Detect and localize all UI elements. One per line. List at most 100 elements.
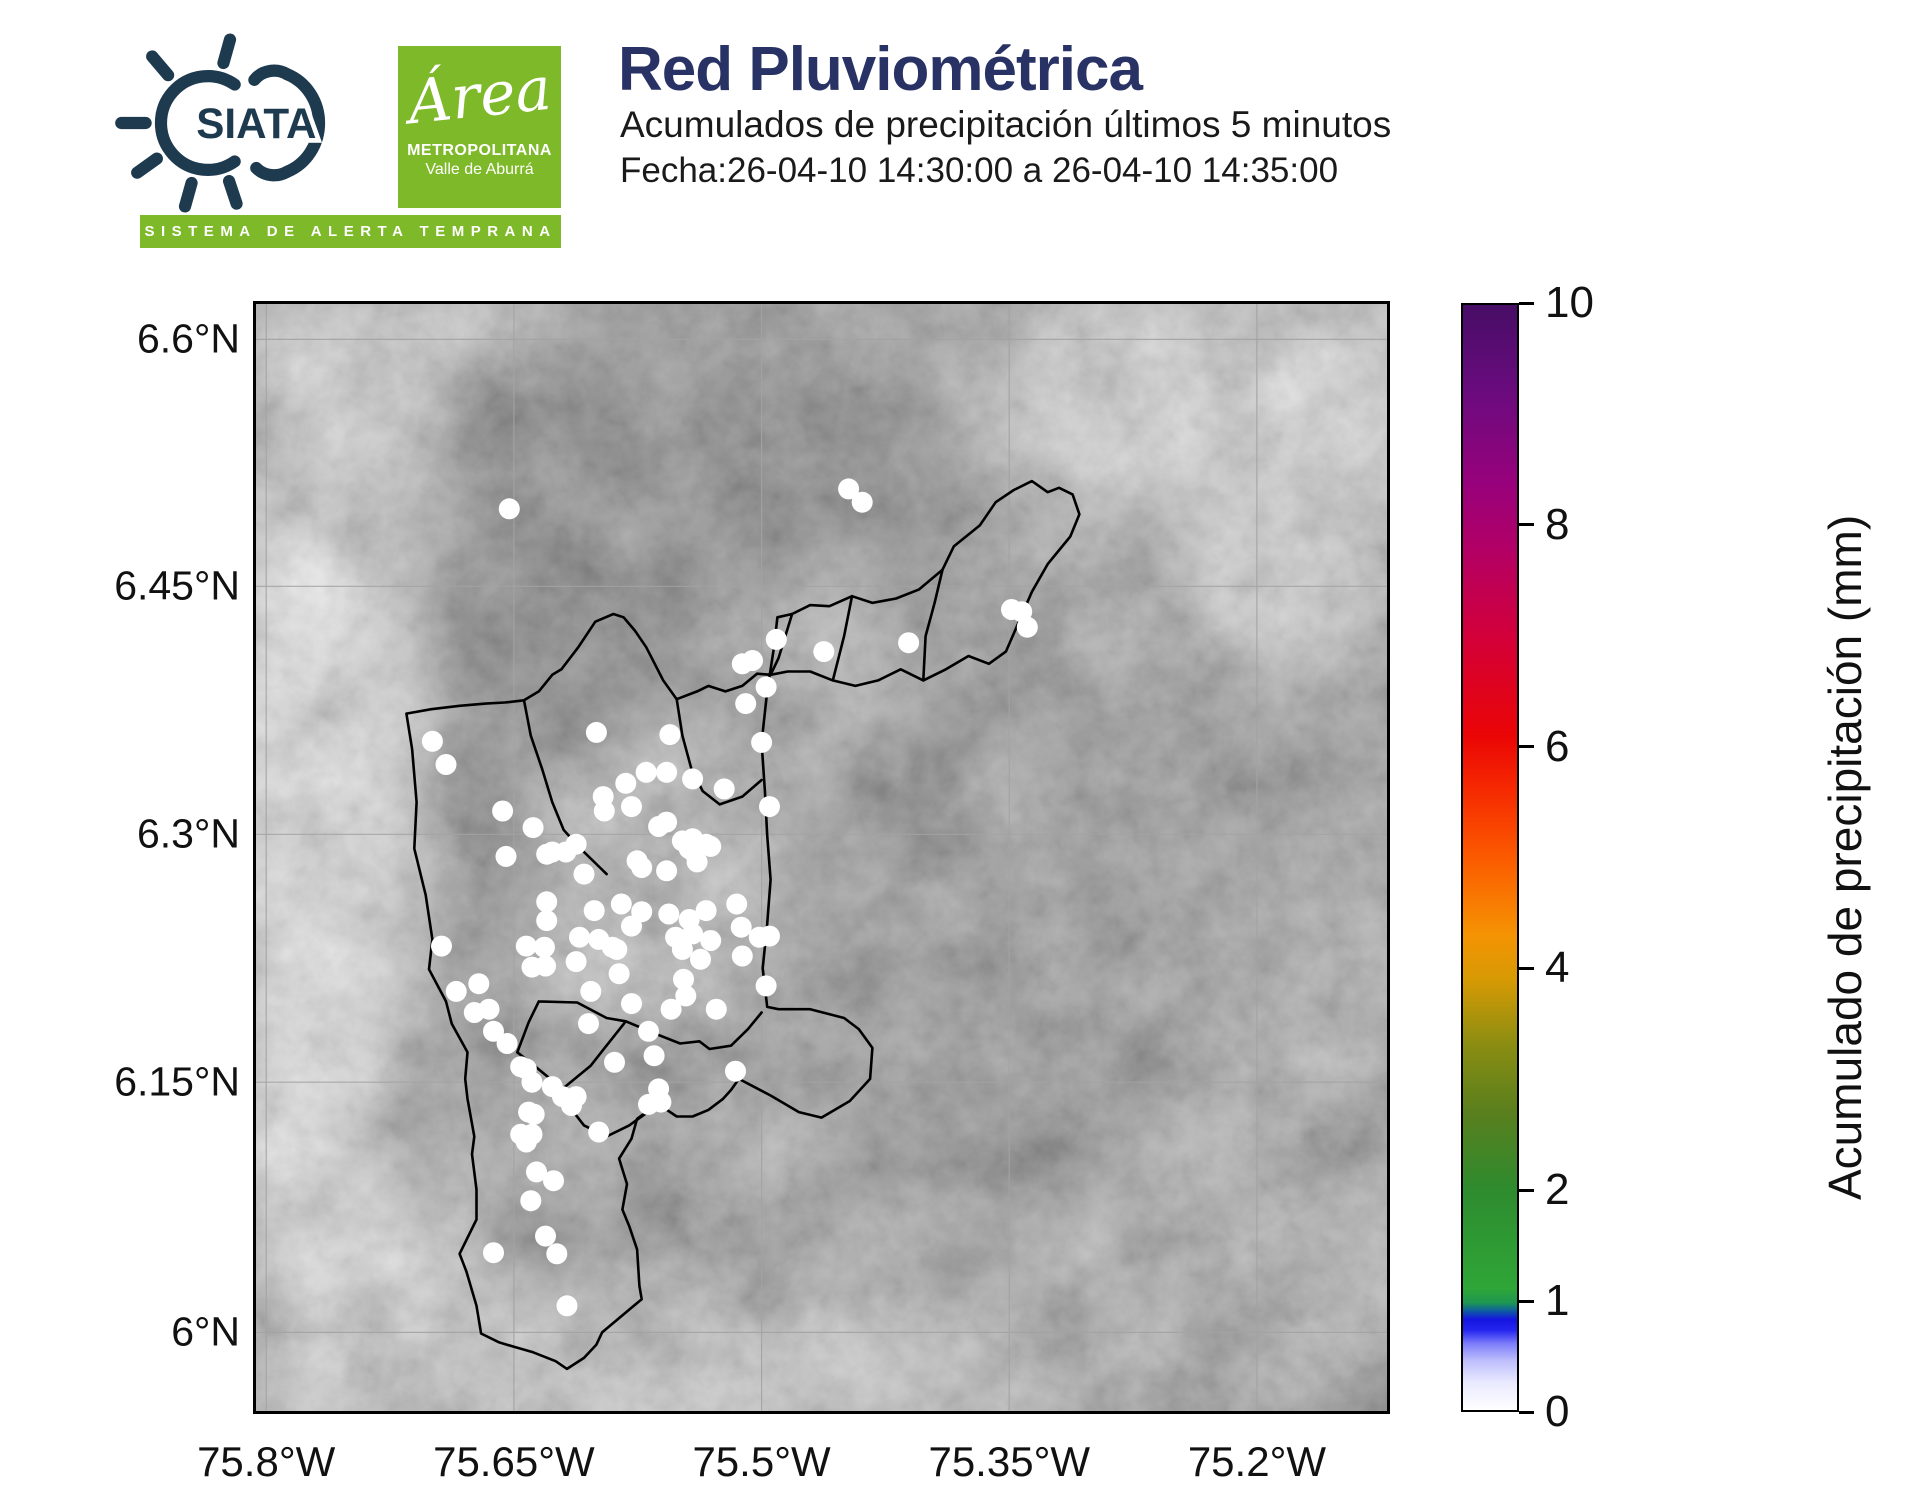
station-dot: [731, 945, 753, 967]
date-range: Fecha:26-04-10 14:30:00 a 26-04-10 14:35…: [620, 151, 1339, 190]
cloud-icon: [248, 64, 294, 86]
lat-tick-label: 6.3°N: [136, 810, 240, 857]
municipality-boundary: [405, 479, 1081, 1371]
station-dot: [898, 632, 920, 654]
sun-ray-icon: [222, 175, 243, 210]
municipality-boundary: [675, 697, 763, 806]
terrain-map: [256, 304, 1387, 1411]
amva-script-text: Área: [404, 53, 555, 139]
station-dot: [658, 903, 680, 925]
station-dot: [1016, 616, 1038, 638]
station-dot: [673, 968, 694, 990]
station-dot: [730, 916, 752, 938]
lon-tick-label: 75.35°W: [928, 1438, 1091, 1485]
amva-line2: Valle de Aburrá: [425, 161, 534, 178]
station-dot: [536, 891, 558, 913]
lon-tick-label: 75.65°W: [433, 1438, 595, 1485]
station-dot: [546, 1243, 568, 1265]
station-dot: [700, 835, 722, 857]
page-subtitle: Acumulados de precipitación últimos 5 mi…: [620, 104, 1392, 145]
station-dot: [468, 973, 490, 995]
station-dot: [565, 951, 587, 973]
amva-line1: METROPOLITANA: [407, 142, 552, 159]
station-dot: [643, 1045, 665, 1067]
station-dot: [445, 980, 467, 1002]
station-dot: [726, 893, 748, 915]
colorbar-ticks: 0 1 2 4 6 8 10: [1519, 278, 1669, 1436]
station-dot: [431, 935, 452, 957]
colorbar-tick-mark: [1519, 966, 1534, 970]
station-dot: [735, 693, 757, 715]
station-dot: [615, 772, 637, 794]
colorbar: [1461, 303, 1519, 1412]
station-dot: [838, 478, 860, 500]
station-dot: [578, 1013, 599, 1035]
colorbar-tick-label: 8: [1545, 499, 1570, 549]
station-dot: [695, 900, 717, 922]
colorbar-tick-label: 2: [1545, 1165, 1570, 1215]
colorbar-tick-mark: [1519, 523, 1534, 527]
municipality-boundary: [831, 594, 854, 682]
station-dot: [585, 721, 607, 743]
station-dot: [496, 1033, 518, 1054]
station-dot: [523, 1103, 545, 1125]
station-dot: [682, 923, 704, 945]
station-dot: [631, 901, 653, 923]
station-dot: [573, 863, 595, 885]
colorbar-tick-mark: [1519, 301, 1534, 305]
station-dot: [690, 948, 711, 970]
colorbar-tick-label: 10: [1545, 278, 1594, 327]
sun-circle-icon: [154, 70, 241, 176]
colorbar-tick-label: 1: [1545, 1276, 1570, 1326]
station-dot: [555, 841, 577, 863]
lat-tick-label: 6°N: [171, 1308, 240, 1355]
municipality-boundary: [921, 568, 944, 682]
station-dot: [705, 998, 727, 1020]
lon-tick-label: 75.5°W: [692, 1438, 831, 1485]
station-dot: [604, 1051, 625, 1073]
station-dot: [536, 910, 558, 932]
sun-ray-icon: [217, 33, 237, 70]
colorbar-tick-label: 6: [1545, 721, 1570, 771]
station-dot: [483, 1242, 504, 1264]
station-dot: [656, 860, 678, 882]
lon-tick-label: 75.8°W: [197, 1438, 336, 1485]
colorbar-axis-label: Acumulado de precipitación (mm): [1819, 514, 1871, 1201]
station-dot: [521, 956, 543, 978]
station-dot: [656, 761, 678, 783]
station-dot: [588, 1121, 610, 1143]
colorbar-tick-mark: [1519, 1410, 1534, 1414]
station-dot: [671, 938, 693, 960]
station-dot: [610, 893, 632, 915]
station-dot: [535, 1225, 556, 1247]
station-dot: [606, 938, 628, 960]
station-dot: [621, 993, 642, 1015]
station-dot: [700, 930, 722, 951]
map-canvas: [253, 301, 1390, 1414]
station-dot: [580, 980, 602, 1002]
municipality-boundary: [522, 698, 608, 876]
station-dot: [731, 653, 753, 675]
station-dot: [608, 963, 630, 985]
station-dot: [522, 817, 544, 839]
station-dot: [492, 800, 514, 822]
station-dot: [561, 1095, 582, 1116]
station-dot: [495, 845, 517, 867]
lat-tick-label: 6.6°N: [136, 315, 240, 362]
sun-ray-icon: [131, 152, 163, 179]
station-dot: [521, 1071, 543, 1093]
station-dot: [725, 1060, 746, 1082]
amva-logo: Área METROPOLITANA Valle de Aburrá: [398, 46, 561, 208]
station-dot: [659, 724, 681, 746]
colorbar-tick-mark: [1519, 1299, 1534, 1303]
sun-ray-icon: [146, 50, 175, 82]
alert-system-banner: SISTEMA DE ALERTA TEMPRANA: [140, 215, 561, 248]
station-dot: [675, 985, 697, 1007]
station-dot: [583, 900, 605, 922]
station-dot: [759, 925, 780, 947]
lon-tick-label: 75.2°W: [1187, 1438, 1327, 1485]
station-dot: [515, 935, 537, 957]
station-dot: [483, 1020, 504, 1042]
station-dot: [569, 926, 590, 948]
